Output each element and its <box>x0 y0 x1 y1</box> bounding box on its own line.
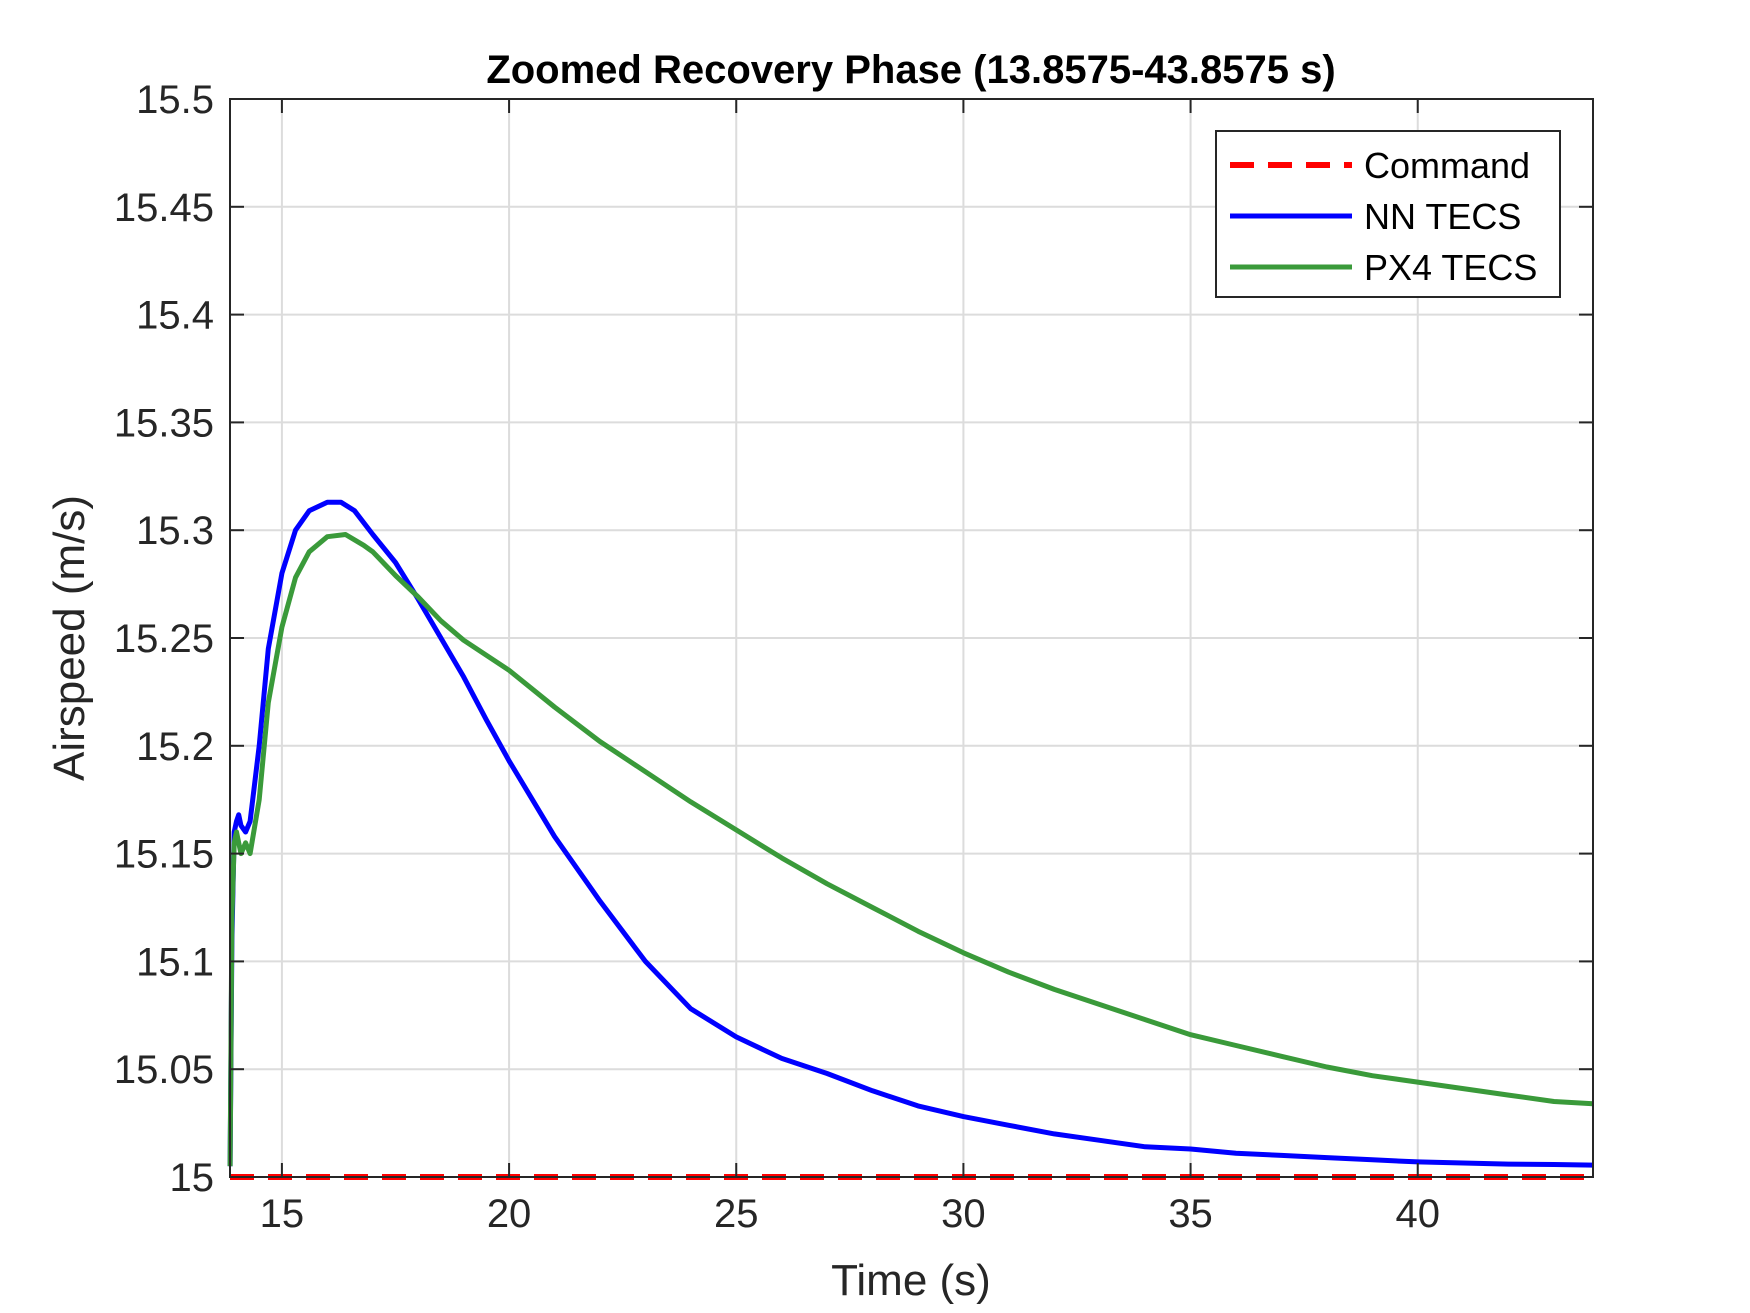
y-tick-label: 15.35 <box>114 401 214 445</box>
legend: Command NN TECS PX4 TECS <box>1215 130 1561 298</box>
y-tick-label: 15.5 <box>136 78 214 122</box>
legend-label: NN TECS <box>1364 196 1521 237</box>
legend-label: Command <box>1364 145 1530 186</box>
chart-title: Zoomed Recovery Phase (13.8575-43.8575 s… <box>486 48 1335 92</box>
y-tick-label: 15.05 <box>114 1048 214 1092</box>
x-tick-label: 30 <box>941 1192 986 1236</box>
x-axis-label: Time (s) <box>831 1256 991 1305</box>
y-tick-label: 15 <box>170 1156 215 1200</box>
ticks: 15 20 25 30 35 40 15 15.05 15.1 15.15 15.2 15.25 15.… <box>114 78 1593 1236</box>
series-line-px4-tecs <box>227 532 1594 1167</box>
y-tick-label: 15.45 <box>114 186 214 230</box>
y-tick-label: 15.1 <box>136 940 214 984</box>
y-axis-label: Airspeed (m/s) <box>45 495 94 781</box>
legend-label: PX4 TECS <box>1364 247 1537 288</box>
x-tick-label: 25 <box>714 1192 759 1236</box>
x-tick-label: 35 <box>1168 1192 1213 1236</box>
y-tick-label: 15.25 <box>114 617 214 661</box>
x-tick-label: 15 <box>260 1192 305 1236</box>
x-tick-label: 40 <box>1395 1192 1440 1236</box>
y-tick-label: 15.15 <box>114 833 214 877</box>
x-tick-label: 20 <box>487 1192 532 1236</box>
y-tick-label: 15.2 <box>136 725 214 769</box>
series-group <box>227 499 1594 1180</box>
series-line-nn-tecs <box>227 499 1594 1168</box>
y-tick-label: 15.4 <box>136 294 214 338</box>
y-tick-label: 15.3 <box>136 509 214 553</box>
